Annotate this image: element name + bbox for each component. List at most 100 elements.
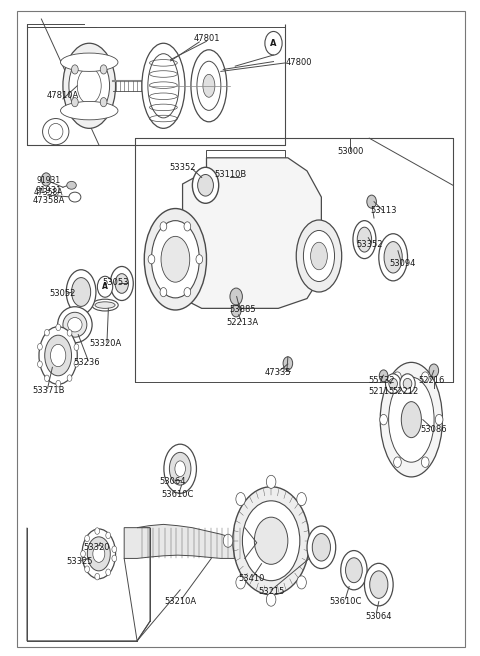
Ellipse shape bbox=[303, 230, 335, 281]
Ellipse shape bbox=[175, 461, 185, 477]
Polygon shape bbox=[182, 158, 322, 308]
Text: 53236: 53236 bbox=[73, 358, 100, 367]
Text: 47801: 47801 bbox=[193, 34, 220, 43]
Ellipse shape bbox=[45, 335, 72, 376]
Circle shape bbox=[196, 255, 203, 264]
Text: 53371B: 53371B bbox=[32, 386, 65, 395]
Text: A: A bbox=[270, 39, 277, 48]
Ellipse shape bbox=[353, 220, 376, 258]
Circle shape bbox=[95, 573, 100, 580]
Text: 52212: 52212 bbox=[392, 387, 418, 396]
Text: 53086: 53086 bbox=[420, 425, 447, 434]
Ellipse shape bbox=[68, 318, 82, 332]
Ellipse shape bbox=[389, 377, 434, 462]
Ellipse shape bbox=[72, 277, 91, 306]
Polygon shape bbox=[245, 527, 257, 558]
Ellipse shape bbox=[164, 444, 196, 493]
Circle shape bbox=[72, 98, 78, 107]
Ellipse shape bbox=[82, 529, 116, 579]
Circle shape bbox=[84, 535, 89, 542]
Ellipse shape bbox=[346, 558, 362, 583]
Ellipse shape bbox=[152, 220, 199, 298]
Circle shape bbox=[56, 380, 60, 387]
Circle shape bbox=[380, 415, 387, 425]
Ellipse shape bbox=[401, 401, 421, 438]
Ellipse shape bbox=[161, 236, 190, 282]
Polygon shape bbox=[124, 524, 245, 558]
Ellipse shape bbox=[66, 270, 96, 314]
Ellipse shape bbox=[144, 209, 206, 310]
Text: 53610C: 53610C bbox=[162, 491, 194, 499]
Text: 53052: 53052 bbox=[50, 289, 76, 298]
Circle shape bbox=[429, 364, 439, 377]
Text: 52213A: 52213A bbox=[227, 318, 258, 327]
Ellipse shape bbox=[115, 274, 129, 293]
Circle shape bbox=[112, 546, 117, 552]
Circle shape bbox=[81, 550, 85, 557]
Text: 53215: 53215 bbox=[258, 587, 284, 596]
Ellipse shape bbox=[233, 487, 310, 595]
Circle shape bbox=[394, 372, 401, 382]
Ellipse shape bbox=[95, 302, 115, 308]
Circle shape bbox=[100, 65, 107, 74]
Ellipse shape bbox=[312, 533, 330, 561]
Ellipse shape bbox=[43, 119, 69, 145]
Ellipse shape bbox=[67, 181, 76, 189]
Circle shape bbox=[84, 566, 89, 573]
Ellipse shape bbox=[389, 379, 397, 389]
Circle shape bbox=[297, 493, 306, 506]
Circle shape bbox=[100, 98, 107, 107]
Bar bbox=[206, 150, 286, 177]
Ellipse shape bbox=[242, 501, 300, 581]
Circle shape bbox=[266, 476, 276, 488]
Text: 52115: 52115 bbox=[368, 387, 394, 396]
Circle shape bbox=[67, 375, 72, 381]
Ellipse shape bbox=[39, 327, 77, 384]
Ellipse shape bbox=[110, 266, 133, 300]
Circle shape bbox=[394, 457, 401, 468]
Circle shape bbox=[45, 329, 49, 336]
Ellipse shape bbox=[370, 571, 388, 598]
Ellipse shape bbox=[357, 227, 372, 252]
Text: 53113: 53113 bbox=[371, 206, 397, 215]
Ellipse shape bbox=[231, 305, 241, 317]
Circle shape bbox=[223, 534, 233, 547]
Text: 55732: 55732 bbox=[368, 376, 395, 385]
Ellipse shape bbox=[93, 545, 105, 562]
Ellipse shape bbox=[169, 453, 191, 485]
Ellipse shape bbox=[60, 53, 118, 72]
Ellipse shape bbox=[58, 307, 92, 342]
Text: 53000: 53000 bbox=[337, 147, 363, 155]
Ellipse shape bbox=[63, 43, 116, 129]
Circle shape bbox=[160, 287, 167, 297]
Text: 53320A: 53320A bbox=[90, 339, 122, 348]
Ellipse shape bbox=[311, 242, 327, 270]
Circle shape bbox=[67, 329, 72, 336]
Text: 47800: 47800 bbox=[286, 58, 312, 68]
Text: 53352: 53352 bbox=[356, 239, 383, 249]
Circle shape bbox=[266, 593, 276, 606]
Circle shape bbox=[41, 173, 51, 186]
Circle shape bbox=[148, 255, 155, 264]
Ellipse shape bbox=[379, 234, 408, 281]
Text: 53352: 53352 bbox=[169, 163, 196, 172]
Ellipse shape bbox=[63, 312, 87, 337]
Text: 47810A: 47810A bbox=[47, 91, 79, 100]
Text: 91931: 91931 bbox=[36, 176, 60, 185]
Circle shape bbox=[184, 222, 191, 231]
Text: 47358A: 47358A bbox=[34, 188, 63, 197]
Circle shape bbox=[37, 344, 42, 350]
Ellipse shape bbox=[385, 374, 401, 394]
Circle shape bbox=[379, 370, 388, 382]
Text: 53410: 53410 bbox=[239, 573, 265, 583]
Ellipse shape bbox=[50, 344, 66, 367]
Ellipse shape bbox=[48, 123, 63, 140]
Ellipse shape bbox=[203, 74, 215, 97]
Circle shape bbox=[74, 361, 79, 367]
Text: 53610C: 53610C bbox=[329, 597, 361, 606]
Circle shape bbox=[37, 361, 42, 367]
Ellipse shape bbox=[341, 550, 367, 590]
Circle shape bbox=[72, 65, 78, 74]
Circle shape bbox=[421, 457, 429, 468]
Circle shape bbox=[265, 31, 282, 55]
